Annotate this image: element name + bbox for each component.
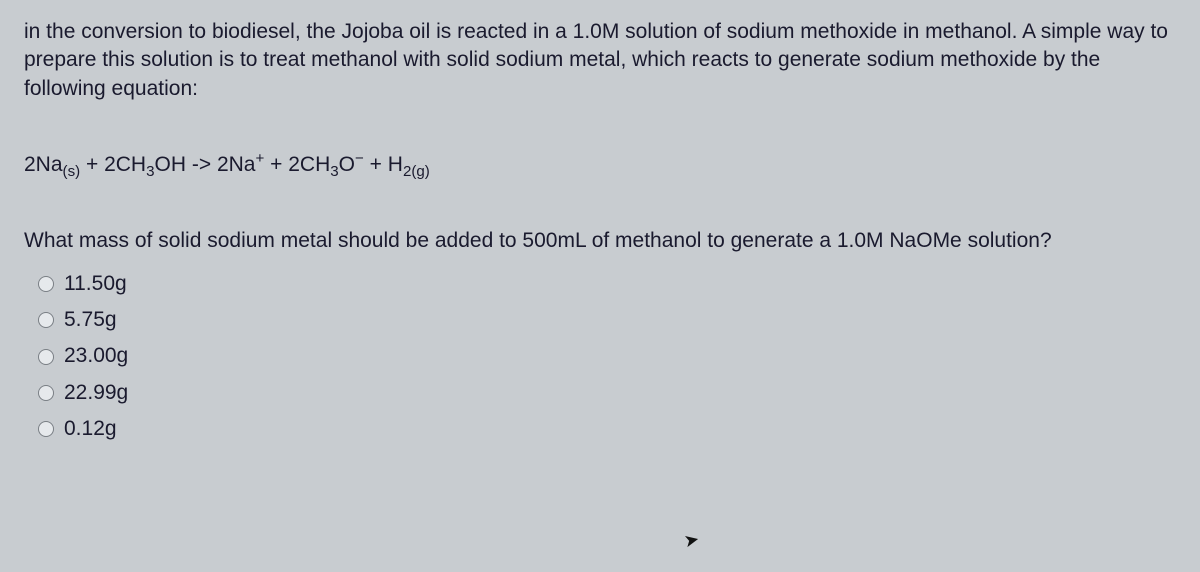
answer-option[interactable]: 11.50g xyxy=(38,270,1176,298)
cursor-icon: ➤ xyxy=(682,527,702,554)
option-label: 0.12g xyxy=(64,415,117,443)
eq-sub: (s) xyxy=(63,163,81,180)
eq-part: O xyxy=(339,153,355,176)
chemical-equation: 2Na(s) + 2CH3OH -> 2Na+ + 2CH3O− + H2(g) xyxy=(24,151,1176,179)
option-label: 11.50g xyxy=(64,270,127,298)
answer-option[interactable]: 23.00g xyxy=(38,342,1176,370)
eq-part: + 2CH xyxy=(80,153,146,176)
question-intro: in the conversion to biodiesel, the Jojo… xyxy=(24,18,1176,103)
eq-sub: 3 xyxy=(330,163,338,180)
radio-icon[interactable] xyxy=(38,312,54,328)
eq-sup: + xyxy=(255,150,264,167)
question-prompt: What mass of solid sodium metal should b… xyxy=(24,227,1176,255)
answer-option[interactable]: 0.12g xyxy=(38,415,1176,443)
answer-option[interactable]: 22.99g xyxy=(38,379,1176,407)
eq-sub: 3 xyxy=(146,163,154,180)
radio-icon[interactable] xyxy=(38,349,54,365)
answer-options: 11.50g 5.75g 23.00g 22.99g 0.12g xyxy=(24,270,1176,444)
answer-option[interactable]: 5.75g xyxy=(38,306,1176,334)
eq-part: + 2CH xyxy=(264,153,330,176)
eq-sub: 2(g) xyxy=(403,163,430,180)
option-label: 22.99g xyxy=(64,379,128,407)
eq-part: OH -> 2Na xyxy=(155,153,256,176)
option-label: 5.75g xyxy=(64,306,117,334)
radio-icon[interactable] xyxy=(38,421,54,437)
radio-icon[interactable] xyxy=(38,276,54,292)
eq-sup: − xyxy=(355,150,364,167)
eq-part: 2Na xyxy=(24,153,63,176)
eq-part: + H xyxy=(364,153,403,176)
option-label: 23.00g xyxy=(64,342,128,370)
radio-icon[interactable] xyxy=(38,385,54,401)
